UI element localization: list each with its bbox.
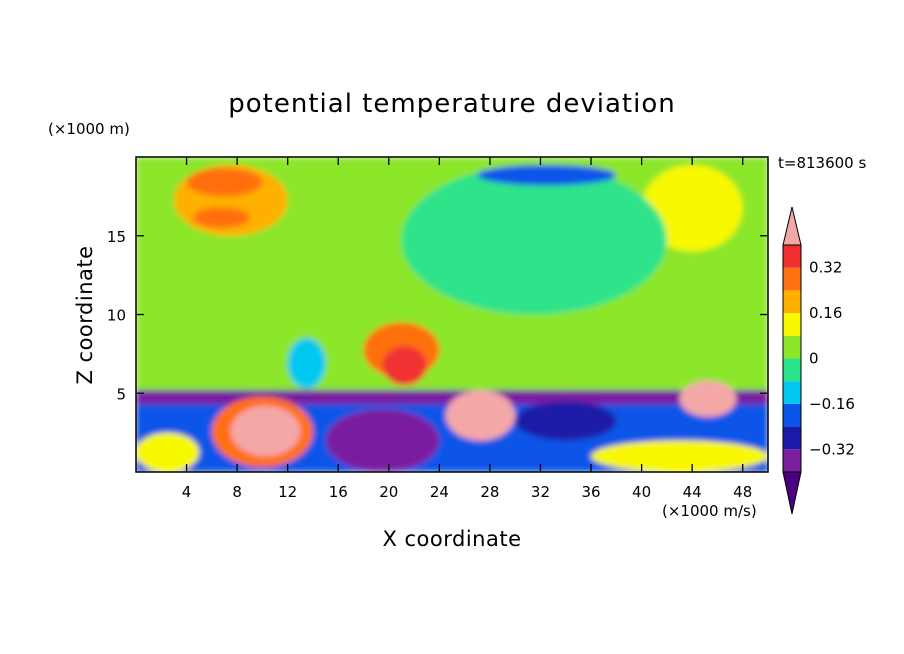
colorbar-band [783,358,801,382]
colorbar-tick-label: −0.32 [809,440,855,458]
colorbar-band [783,381,801,404]
y-tick-label: 15 [107,228,126,246]
colorbar-band [783,426,801,450]
colorbar-frame [782,244,802,473]
field-region [136,390,768,405]
colorbar-band [783,290,801,314]
colorbar-band [783,335,801,359]
y-tick-label: 10 [107,307,126,325]
x-tick-label: 28 [480,483,499,501]
y-axis-label: Z coordinate [73,245,97,384]
chart-title: potential temperature deviation [228,89,675,119]
field-region [230,405,301,457]
colorbar-band [783,449,801,472]
x-tick-label: 44 [683,483,702,501]
colorbar-tick-label: −0.16 [809,395,855,413]
field-region [591,440,768,472]
colorbar-band [783,267,801,291]
x-tick-label: 12 [278,483,297,501]
y-tick-label: 5 [116,385,126,403]
colorbar-extend-bottom [782,471,802,515]
x-tick-label: 8 [232,483,242,501]
colorbar-extend-top [782,206,802,246]
x-tick-label: 20 [379,483,398,501]
colorbar-band [783,245,801,268]
field-region [136,432,200,472]
x-tick-label: 40 [632,483,651,501]
x-tick-label: 4 [182,483,192,501]
x-tick-label: 16 [329,483,348,501]
y-axis: 5 10 15 [107,228,768,403]
x-tick-label: 36 [581,483,600,501]
field-region [445,390,516,441]
field-region [401,164,667,315]
field-region [325,409,440,472]
x-tick-label: 24 [430,483,449,501]
colorbar: 0.32 0.16 0 −0.16 −0.32 [782,206,855,515]
colorbar-tick-label: 0.32 [809,259,842,277]
colorbar-band [783,313,801,336]
field-region [186,168,263,197]
time-label: t=813600 s [778,154,866,172]
field-region [641,164,743,252]
x-tick-label: 48 [733,483,752,501]
field-region [287,338,326,389]
field-region [477,164,617,186]
plot-area [136,157,768,472]
field-region [515,401,617,441]
contour-field [136,157,768,472]
field-region [382,346,427,386]
x-axis-label: X coordinate [382,527,521,551]
colorbar-tick-label: 0 [809,350,819,368]
x-unit-label: (×1000 m/s) [662,502,757,520]
field-region [192,207,250,228]
x-axis: 4 8 12 16 20 24 28 32 36 40 44 48 [182,157,752,501]
colorbar-band [783,403,801,427]
x-tick-label: 32 [531,483,550,501]
field-region [679,380,737,417]
y-unit-label: (×1000 m) [48,120,130,138]
colorbar-tick-label: 0.16 [809,304,842,322]
